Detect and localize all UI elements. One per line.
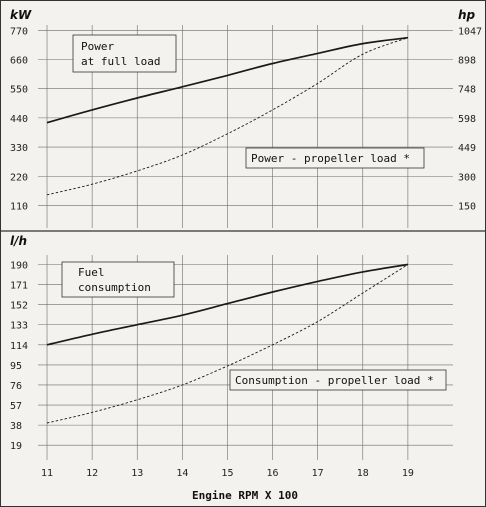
xtick-7: 18 xyxy=(357,468,369,479)
note-power-propeller-load: Power - propeller load * xyxy=(245,147,425,169)
series-line-0-0 xyxy=(46,36,409,124)
xtick-0: 11 xyxy=(41,468,53,479)
ytick-left-1-5: 114 xyxy=(10,341,28,352)
ytick-left-1-8: 171 xyxy=(10,281,28,292)
note-fuel-consumption: Fuel consumption xyxy=(61,261,175,298)
ytick-left-1-1: 38 xyxy=(10,421,22,432)
ytick-left-0-2: 330 xyxy=(10,143,28,154)
top-left-unit: kW xyxy=(10,8,32,22)
xtick-2: 13 xyxy=(131,468,143,479)
ytick-left-1-2: 57 xyxy=(10,401,22,412)
note-consumption-propeller-load-text: Consumption - propeller load * xyxy=(235,374,434,387)
ytick-left-1-9: 190 xyxy=(10,261,28,272)
note-fuel-consumption-line2: consumption xyxy=(78,281,151,294)
xtick-8: 19 xyxy=(402,468,414,479)
xtick-1: 12 xyxy=(86,468,98,479)
ytick-left-1-7: 152 xyxy=(10,301,28,312)
ytick-left-1-4: 95 xyxy=(10,361,22,372)
series-line-0-1 xyxy=(46,37,409,196)
ytick-right-0-2: 449 xyxy=(458,143,476,154)
note-power-propeller-load-text: Power - propeller load * xyxy=(251,152,410,165)
note-fuel-consumption-line1: Fuel xyxy=(78,266,105,279)
ytick-left-0-5: 660 xyxy=(10,55,28,66)
xtick-5: 16 xyxy=(267,468,279,479)
ytick-right-0-1: 300 xyxy=(458,172,476,183)
xtick-3: 14 xyxy=(176,468,188,479)
note-consumption-propeller-load: Consumption - propeller load * xyxy=(229,369,447,391)
series-line-1-1 xyxy=(46,264,409,424)
ytick-left-1-3: 76 xyxy=(10,381,22,392)
xtick-4: 15 xyxy=(221,468,233,479)
ytick-left-0-6: 770 xyxy=(10,26,28,37)
ytick-left-0-0: 110 xyxy=(10,201,28,212)
top-right-unit: hp xyxy=(458,8,476,22)
series-line-1-0 xyxy=(46,263,409,346)
x-axis-title: Engine RPM X 100 xyxy=(192,489,298,502)
ytick-left-1-0: 19 xyxy=(10,441,22,452)
note-power-full-load-line2: at full load xyxy=(81,55,160,68)
xtick-6: 17 xyxy=(312,468,324,479)
ytick-left-1-6: 133 xyxy=(10,321,28,332)
ytick-left-0-4: 550 xyxy=(10,85,28,96)
ytick-left-0-1: 220 xyxy=(10,172,28,183)
ytick-left-0-3: 440 xyxy=(10,114,28,125)
ytick-right-0-6: 1047 xyxy=(458,26,482,37)
ytick-right-0-4: 748 xyxy=(458,85,476,96)
ytick-right-0-0: 150 xyxy=(458,201,476,212)
bottom-left-unit: l/h xyxy=(10,234,27,248)
ytick-right-0-3: 598 xyxy=(458,114,476,125)
note-power-full-load-line1: Power xyxy=(81,40,114,53)
ytick-right-0-5: 898 xyxy=(458,55,476,66)
note-power-full-load: Power at full load xyxy=(72,34,177,73)
